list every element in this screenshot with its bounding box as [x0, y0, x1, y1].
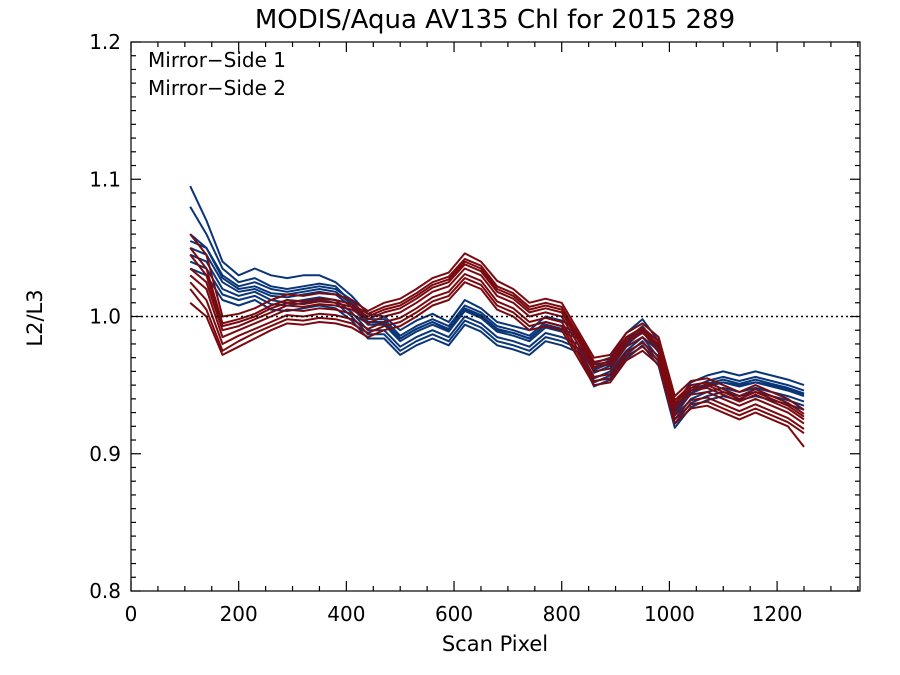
y-tick-label: 0.8 — [89, 579, 121, 603]
chart-title: MODIS/Aqua AV135 Chl for 2015 289 — [255, 5, 735, 35]
plot-frame — [130, 41, 861, 592]
y-tick-labels: 0.8 0.9 1.0 1.1 1.2 — [89, 30, 121, 603]
series-line-ms2-15 — [189, 254, 805, 418]
x-tick-label: 0 — [125, 602, 138, 626]
series-line-ms2-14 — [189, 273, 805, 430]
series-line-ms1-4 — [189, 185, 805, 406]
legend-entry-mirror-side-1: Mirror−Side 1 — [148, 48, 286, 72]
series-line-ms2-13 — [189, 263, 805, 421]
y-axis-label: L2/L3 — [23, 289, 47, 346]
series-line-ms2-16 — [189, 281, 805, 448]
legend: Mirror−Side 1 Mirror−Side 2 — [148, 48, 286, 100]
series-line-ms2-12 — [189, 233, 805, 411]
series-line-ms1-1 — [189, 253, 805, 421]
x-tick-label: 600 — [435, 602, 473, 626]
axis-ticks — [130, 41, 860, 592]
x-tick-labels: 0 200 400 600 800 1000 1200 — [125, 602, 803, 626]
x-axis-label: Scan Pixel — [442, 632, 548, 656]
x-tick-label: 1200 — [752, 602, 803, 626]
series-line-ms2-11 — [189, 277, 805, 435]
series-group — [189, 185, 805, 448]
series-line-ms2-9 — [189, 267, 805, 425]
y-tick-label: 1.0 — [89, 305, 121, 329]
y-tick-label: 1.1 — [89, 167, 121, 191]
x-tick-label: 1000 — [644, 602, 695, 626]
x-tick-label: 200 — [220, 602, 258, 626]
x-tick-label: 400 — [327, 602, 365, 626]
y-tick-label: 1.2 — [89, 30, 121, 54]
series-line-ms2-10 — [189, 247, 805, 415]
y-tick-label: 0.9 — [89, 442, 121, 466]
legend-entry-mirror-side-2: Mirror−Side 2 — [148, 76, 286, 100]
x-tick-label: 800 — [543, 602, 581, 626]
